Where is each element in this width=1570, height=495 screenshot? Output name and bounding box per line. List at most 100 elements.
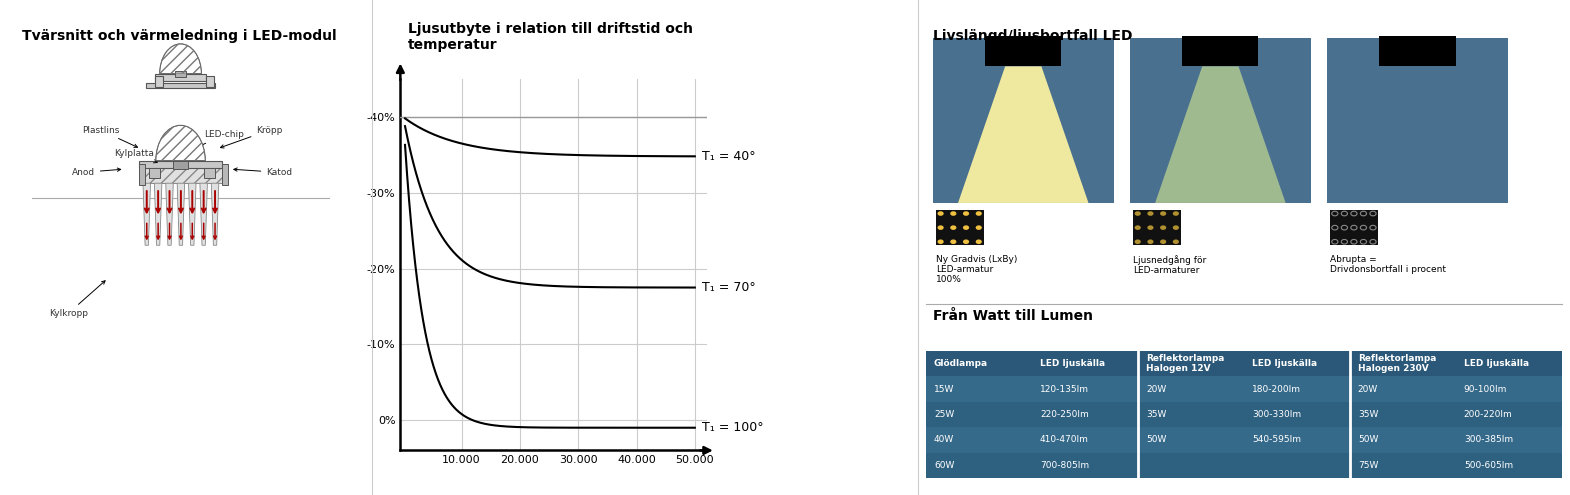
- Circle shape: [975, 225, 981, 230]
- Bar: [1330, 210, 1378, 245]
- Bar: [1138, 402, 1245, 427]
- Text: Anod: Anod: [72, 168, 121, 177]
- Bar: [1033, 377, 1138, 402]
- Text: T₁ = 70°: T₁ = 70°: [702, 281, 755, 294]
- Circle shape: [1135, 211, 1141, 216]
- Bar: [173, 160, 188, 168]
- Text: 120-135lm: 120-135lm: [1039, 385, 1090, 394]
- Circle shape: [1173, 211, 1179, 216]
- Bar: [936, 210, 983, 245]
- Bar: [1350, 377, 1455, 402]
- Bar: [146, 83, 215, 88]
- Bar: [1033, 427, 1138, 452]
- Circle shape: [1148, 211, 1154, 216]
- Bar: [986, 36, 1061, 66]
- Bar: [1457, 402, 1562, 427]
- Text: T₁ = 100°: T₁ = 100°: [702, 421, 763, 434]
- Text: Ljusutbyte i relation till driftstid och
temperatur: Ljusutbyte i relation till driftstid och…: [408, 22, 694, 52]
- Bar: [1350, 402, 1455, 427]
- Bar: [926, 452, 1033, 478]
- Bar: [1457, 452, 1562, 478]
- Bar: [1350, 351, 1455, 377]
- Circle shape: [975, 240, 981, 244]
- Circle shape: [1135, 225, 1141, 230]
- Text: 40W: 40W: [934, 436, 955, 445]
- Text: 20W: 20W: [1146, 385, 1167, 394]
- Bar: [1243, 351, 1350, 377]
- Text: Ny Gradvis (LxBy)
LED-armatur
100%: Ny Gradvis (LxBy) LED-armatur 100%: [936, 254, 1017, 285]
- Text: 90-100lm: 90-100lm: [1463, 385, 1507, 394]
- Bar: [1243, 377, 1350, 402]
- Text: LED ljuskälla: LED ljuskälla: [1251, 359, 1317, 368]
- Bar: [140, 168, 221, 183]
- Bar: [1243, 427, 1350, 452]
- Text: Reflektorlampa
Halogen 12V: Reflektorlampa Halogen 12V: [1146, 354, 1225, 373]
- Text: 500-605lm: 500-605lm: [1463, 461, 1513, 470]
- Text: LED-chip: LED-chip: [187, 130, 243, 152]
- Polygon shape: [199, 183, 207, 246]
- Text: 200-220lm: 200-220lm: [1463, 410, 1512, 419]
- Bar: [933, 39, 1113, 203]
- Text: 25W: 25W: [934, 410, 955, 419]
- Circle shape: [950, 240, 956, 244]
- Bar: [155, 76, 163, 87]
- Circle shape: [1173, 225, 1179, 230]
- Bar: [1457, 427, 1562, 452]
- Text: LED ljuskälla: LED ljuskälla: [1463, 359, 1529, 368]
- Bar: [1033, 452, 1138, 478]
- Text: 35W: 35W: [1358, 410, 1378, 419]
- Bar: [926, 427, 1033, 452]
- Polygon shape: [1156, 66, 1286, 203]
- Bar: [1182, 36, 1259, 66]
- Wedge shape: [155, 125, 206, 161]
- Circle shape: [937, 240, 944, 244]
- Bar: [140, 164, 146, 185]
- Circle shape: [937, 211, 944, 216]
- Text: 300-330lm: 300-330lm: [1251, 410, 1302, 419]
- Bar: [1130, 39, 1311, 203]
- Bar: [1243, 402, 1350, 427]
- Bar: [1457, 351, 1562, 377]
- Circle shape: [1160, 240, 1167, 244]
- Polygon shape: [166, 183, 173, 246]
- Circle shape: [975, 211, 981, 216]
- Bar: [926, 402, 1033, 427]
- Text: Katod: Katod: [234, 168, 292, 177]
- Text: 180-200lm: 180-200lm: [1251, 385, 1302, 394]
- Text: Kröpp: Kröpp: [220, 126, 283, 148]
- Text: 50W: 50W: [1146, 436, 1167, 445]
- Circle shape: [1135, 240, 1141, 244]
- Circle shape: [962, 211, 969, 216]
- Text: 75W: 75W: [1358, 461, 1378, 470]
- Text: Tvärsnitt och värmeledning i LED-modul: Tvärsnitt och värmeledning i LED-modul: [22, 29, 338, 43]
- Circle shape: [1173, 240, 1179, 244]
- Bar: [1033, 402, 1138, 427]
- Circle shape: [1148, 225, 1154, 230]
- Text: 35W: 35W: [1146, 410, 1167, 419]
- Bar: [140, 161, 221, 168]
- Circle shape: [1148, 240, 1154, 244]
- Circle shape: [1160, 211, 1167, 216]
- Circle shape: [962, 240, 969, 244]
- Polygon shape: [154, 183, 162, 246]
- Text: 300-385lm: 300-385lm: [1463, 436, 1513, 445]
- Bar: [1134, 210, 1181, 245]
- Text: 540-595lm: 540-595lm: [1251, 436, 1302, 445]
- Text: 15W: 15W: [934, 385, 955, 394]
- Polygon shape: [188, 183, 196, 246]
- Circle shape: [937, 225, 944, 230]
- Circle shape: [950, 225, 956, 230]
- Text: 700-805lm: 700-805lm: [1039, 461, 1090, 470]
- Bar: [204, 168, 215, 178]
- Circle shape: [962, 225, 969, 230]
- Bar: [221, 164, 228, 185]
- Polygon shape: [1352, 66, 1482, 203]
- Text: Kylkropp: Kylkropp: [49, 281, 105, 318]
- Bar: [1033, 351, 1138, 377]
- Bar: [1350, 427, 1455, 452]
- Bar: [1138, 351, 1245, 377]
- Bar: [1138, 427, 1245, 452]
- Text: Kylplatta: Kylplatta: [115, 149, 157, 163]
- Text: 50W: 50W: [1358, 436, 1378, 445]
- Text: Livslängd/ljusbortfall LED: Livslängd/ljusbortfall LED: [933, 29, 1132, 43]
